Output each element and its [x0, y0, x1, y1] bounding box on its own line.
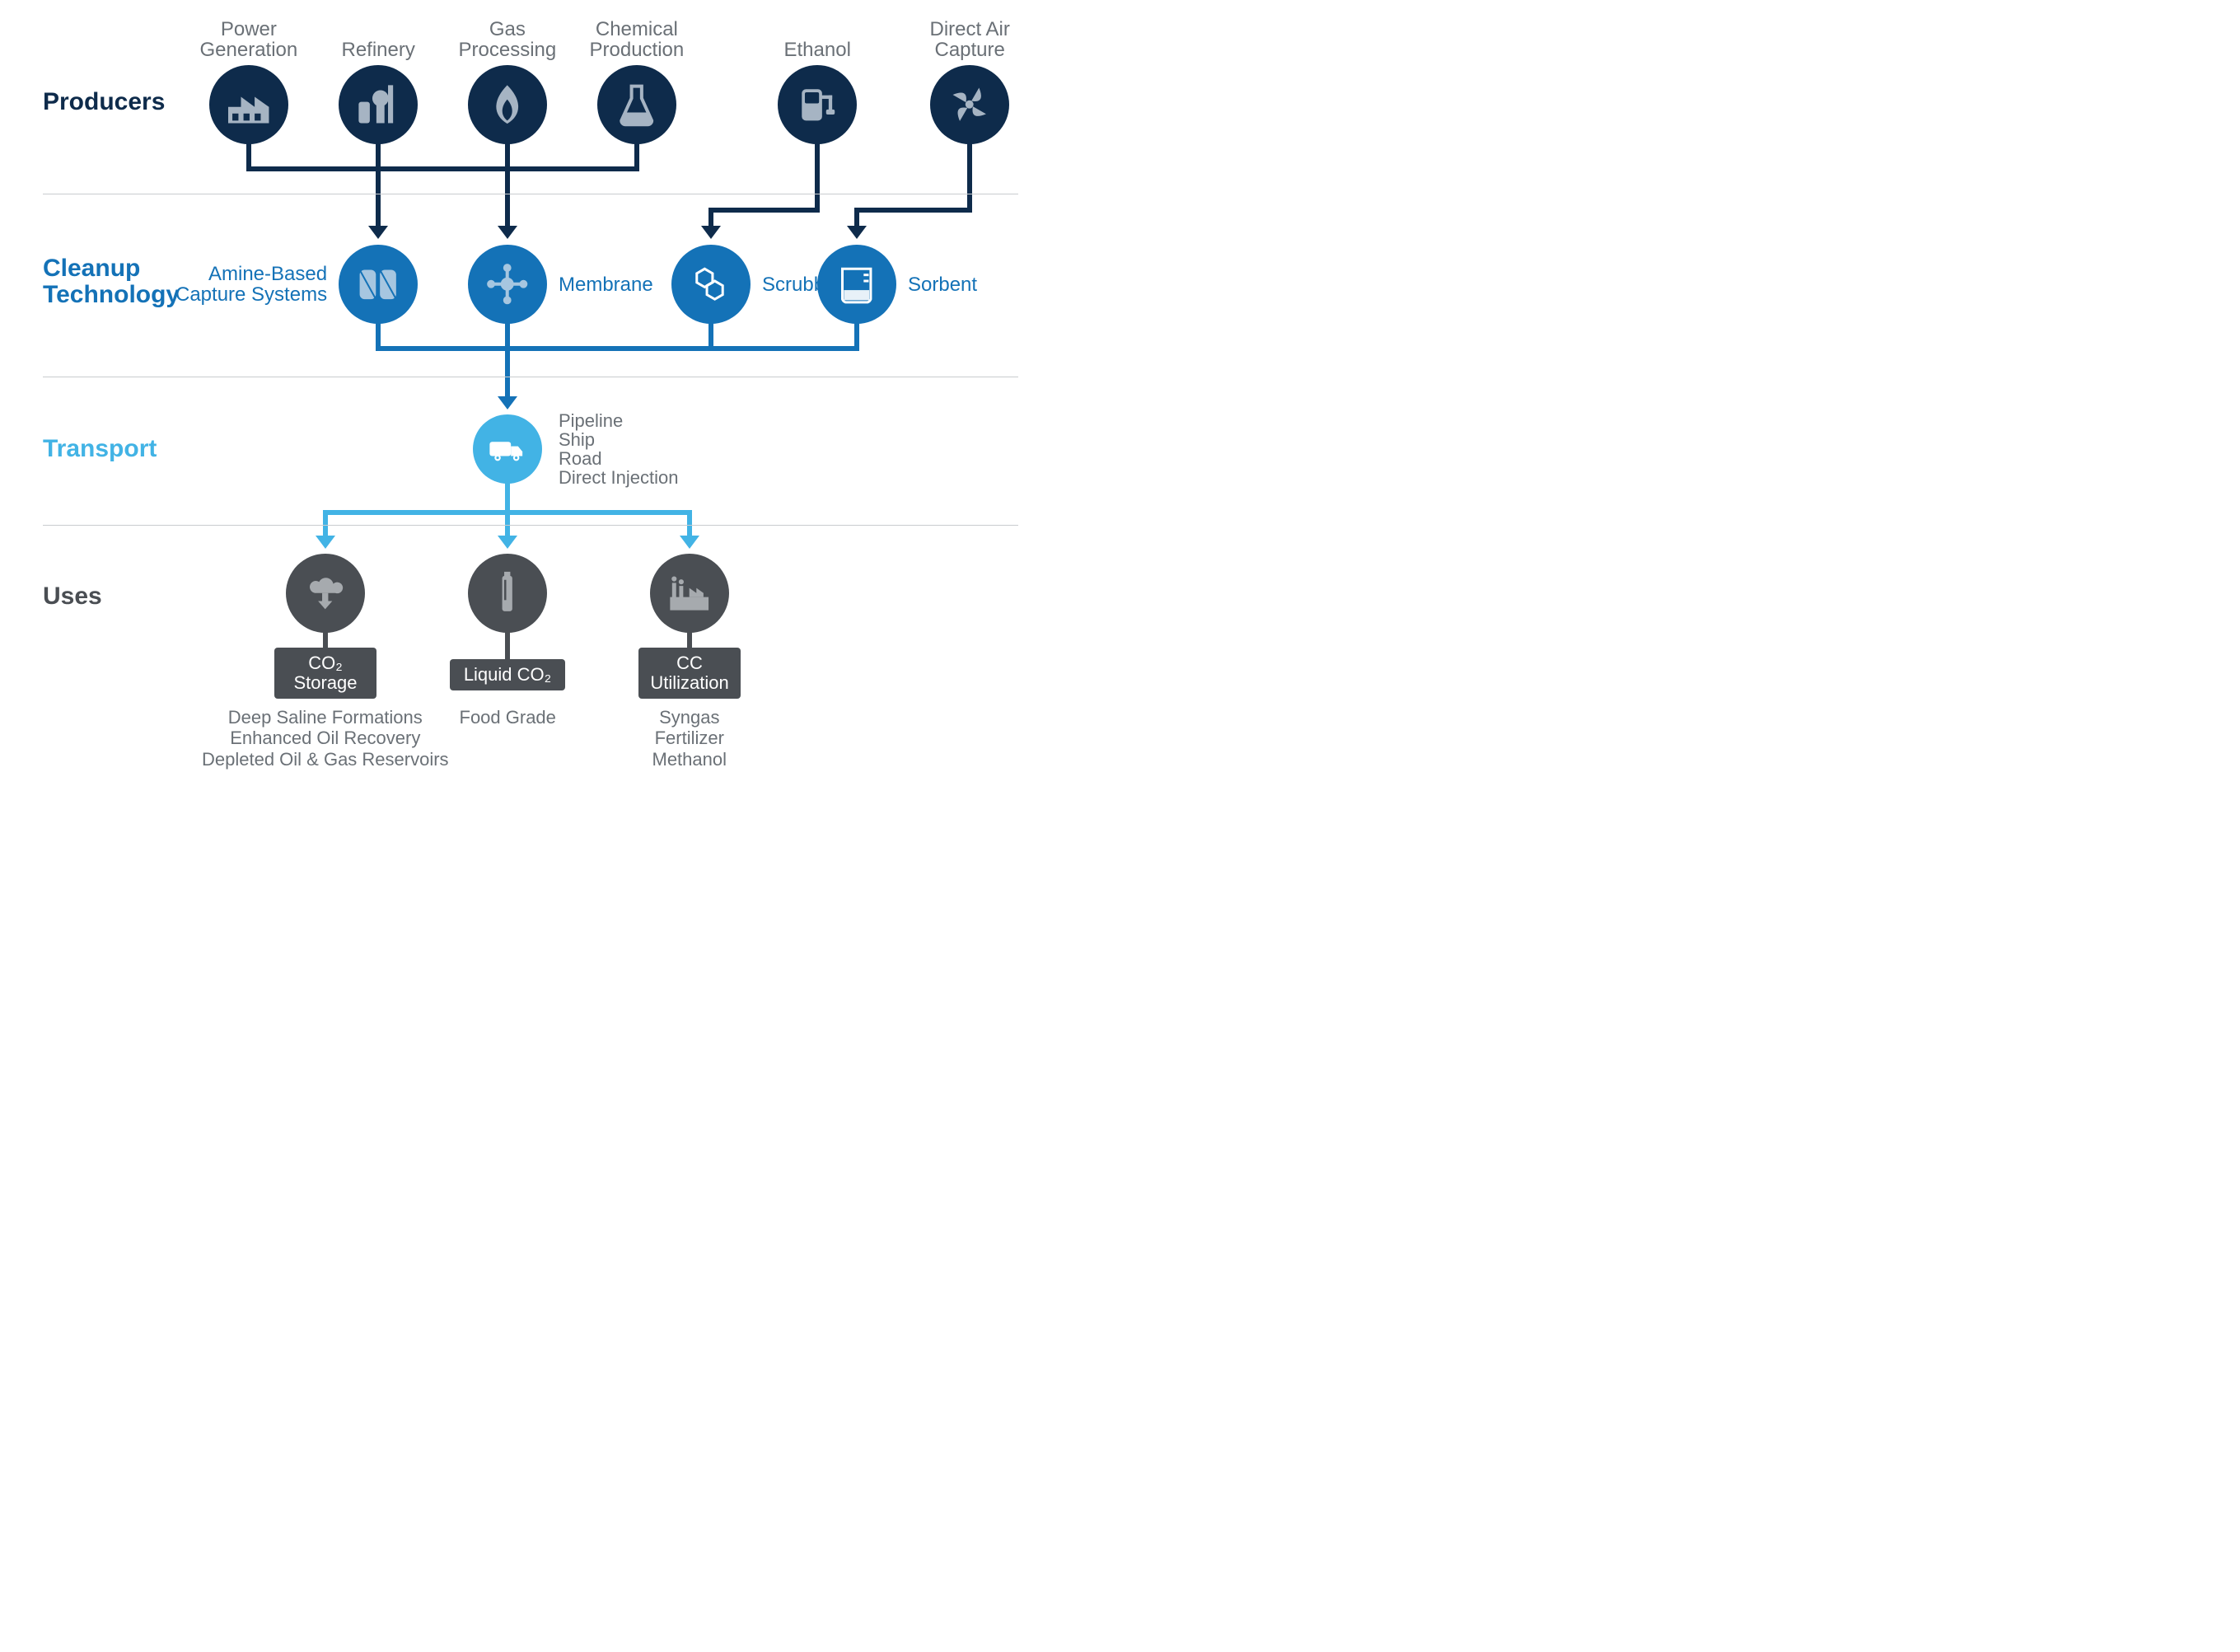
- use-sublist-sub1: Deep Saline Formations Enhanced Oil Reco…: [202, 707, 449, 770]
- node-use3: [650, 554, 729, 633]
- node-label-amine: Amine-Based Capture Systems: [175, 264, 327, 305]
- node-label-membrane: Membrane: [559, 274, 653, 295]
- use-sublist-sub2: Food Grade: [460, 707, 556, 728]
- flask-icon: [611, 79, 662, 129]
- truck-icon: [485, 427, 530, 471]
- node-amine: [339, 245, 418, 324]
- node-use2: [468, 554, 547, 633]
- node-chem: [597, 65, 676, 144]
- node-use1: [286, 554, 365, 633]
- use-box-box3: CC Utilization: [638, 648, 741, 699]
- node-membrane: [468, 245, 547, 324]
- molecule-icon: [482, 259, 532, 309]
- use-box-box1: CO₂ Storage: [274, 648, 376, 699]
- node-scrubber: [671, 245, 751, 324]
- node-label-transport: Pipeline Ship Road Direct Injection: [559, 411, 679, 487]
- tanks-icon: [353, 259, 403, 309]
- cylinder-icon: [482, 568, 532, 618]
- pump-icon: [792, 79, 842, 129]
- plant-icon: [664, 568, 714, 618]
- cloud-down-icon: [300, 568, 350, 618]
- node-dac: [930, 65, 1009, 144]
- node-ethanol: [778, 65, 857, 144]
- beaker-icon: [831, 259, 882, 309]
- fan-icon: [944, 79, 994, 129]
- node-power: [209, 65, 288, 144]
- factory-icon: [223, 79, 274, 129]
- hex-icon: [685, 259, 736, 309]
- node-refinery: [339, 65, 418, 144]
- node-label-power: Power Generation: [200, 19, 298, 60]
- row-separator: [43, 525, 1018, 526]
- node-gas: [468, 65, 547, 144]
- node-transport: [473, 414, 542, 484]
- node-sorbent: [817, 245, 896, 324]
- node-label-chem: Chemical Production: [590, 19, 685, 60]
- node-label-ethanol: Ethanol: [784, 40, 851, 60]
- refinery-icon: [353, 79, 403, 129]
- node-label-sorbent: Sorbent: [908, 274, 977, 295]
- row-title-transport: Transport: [43, 436, 157, 462]
- node-label-dac: Direct Air Capture: [930, 19, 1010, 60]
- row-title-cleanup: Cleanup Technology: [43, 255, 180, 307]
- node-label-refinery: Refinery: [342, 40, 415, 60]
- flame-icon: [482, 79, 532, 129]
- use-box-box2: Liquid CO₂: [450, 659, 565, 690]
- row-title-uses: Uses: [43, 583, 102, 610]
- row-title-producers: Producers: [43, 89, 165, 115]
- use-sublist-sub3: Syngas Fertilizer Methanol: [652, 707, 727, 770]
- node-label-gas: Gas Processing: [459, 19, 557, 60]
